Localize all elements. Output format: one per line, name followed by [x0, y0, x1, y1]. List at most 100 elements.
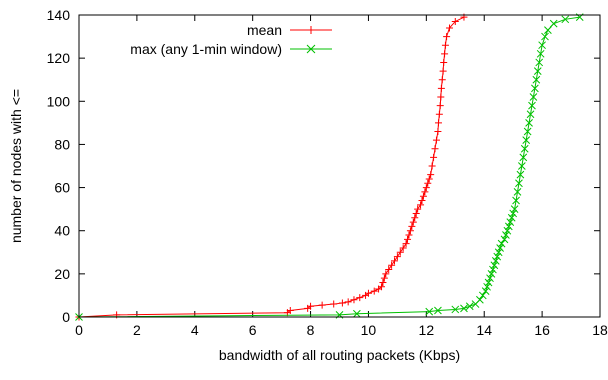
data-point-marker	[440, 58, 448, 66]
series-mean	[75, 13, 468, 321]
data-point-marker	[503, 226, 512, 235]
y-tick-label: 80	[54, 136, 70, 152]
legend-label: mean	[247, 22, 282, 38]
data-point-marker	[541, 32, 549, 41]
data-point-marker	[431, 145, 439, 153]
data-point-marker	[356, 294, 364, 302]
data-point-marker	[439, 67, 447, 75]
data-point-marker	[430, 153, 438, 161]
data-point-marker	[364, 289, 372, 297]
data-point-marker	[422, 184, 430, 192]
data-point-marker	[496, 244, 504, 252]
data-point-marker	[382, 270, 390, 278]
y-tick-label: 20	[54, 266, 70, 282]
y-tick-label: 140	[47, 7, 71, 23]
data-point-marker	[476, 295, 484, 304]
data-point-marker	[435, 110, 443, 118]
x-tick-label: 0	[75, 322, 83, 338]
data-point-marker	[487, 270, 496, 278]
data-point-marker	[307, 302, 315, 310]
data-point-marker	[535, 58, 544, 67]
data-point-marker	[390, 257, 398, 265]
data-point-marker	[493, 252, 502, 261]
x-tick-label: 6	[249, 322, 257, 338]
data-point-marker	[510, 205, 519, 213]
data-point-marker	[425, 175, 433, 183]
data-point-marker	[344, 298, 352, 306]
series-line	[78, 16, 465, 318]
data-point-marker	[409, 218, 417, 226]
x-axis-label: bandwidth of all routing packets (Kbps)	[219, 347, 460, 363]
data-point-marker	[436, 102, 444, 110]
data-point-marker	[506, 218, 515, 226]
data-point-marker	[385, 266, 393, 274]
data-point-marker	[513, 188, 522, 196]
x-tick-label: 4	[191, 322, 199, 338]
data-point-marker	[502, 231, 510, 239]
data-point-marker	[451, 17, 459, 25]
data-point-marker	[405, 231, 413, 239]
data-point-marker	[478, 291, 487, 300]
data-point-marker	[432, 136, 440, 144]
y-tick-label: 120	[47, 50, 71, 66]
data-point-marker	[516, 170, 525, 179]
data-point-marker	[411, 214, 419, 222]
data-point-marker	[544, 26, 552, 34]
x-tick-label: 2	[133, 322, 141, 338]
data-point-marker	[388, 261, 396, 269]
data-point-marker	[330, 300, 338, 308]
data-point-marker	[286, 307, 294, 315]
data-point-marker	[353, 309, 361, 318]
data-point-marker	[441, 41, 449, 49]
data-point-marker	[350, 296, 358, 304]
data-point-marker	[490, 261, 499, 270]
series-layer	[75, 13, 584, 321]
data-point-marker	[307, 26, 315, 34]
data-point-marker	[399, 244, 407, 252]
data-point-marker	[538, 41, 546, 50]
data-point-marker	[437, 84, 445, 92]
data-point-marker	[494, 248, 503, 257]
data-point-marker	[437, 93, 445, 101]
x-tick-label: 14	[476, 322, 492, 338]
data-point-marker	[370, 287, 378, 295]
data-point-marker	[412, 209, 420, 217]
data-point-marker	[515, 179, 523, 188]
data-point-marker	[525, 119, 533, 127]
legend-label: max (any 1-min window)	[130, 41, 282, 57]
data-point-marker	[434, 127, 442, 135]
data-point-marker	[497, 239, 506, 248]
data-point-marker	[517, 162, 526, 170]
data-point-marker	[428, 162, 436, 170]
data-point-marker	[396, 248, 404, 256]
data-point-marker	[425, 307, 434, 316]
data-point-marker	[417, 201, 425, 209]
data-point-marker	[486, 274, 494, 283]
data-point-marker	[379, 278, 387, 286]
data-point-marker	[509, 209, 518, 218]
data-point-marker	[418, 197, 426, 205]
data-point-marker	[523, 127, 532, 136]
data-point-marker	[441, 50, 449, 58]
data-point-marker	[393, 253, 401, 261]
y-tick-label: 40	[54, 223, 70, 239]
data-point-marker	[532, 75, 541, 84]
y-axis-label: number of nodes with <=	[8, 89, 24, 243]
data-point-marker	[491, 257, 500, 265]
data-point-marker	[434, 119, 442, 127]
data-point-marker	[531, 84, 539, 93]
data-point-marker	[528, 101, 536, 110]
data-point-marker	[380, 274, 388, 282]
data-point-marker	[318, 301, 326, 309]
data-point-marker	[338, 299, 346, 307]
data-point-marker	[549, 19, 558, 28]
data-point-marker	[512, 196, 520, 205]
data-point-marker	[489, 265, 497, 274]
data-point-marker	[451, 305, 460, 314]
axis-ticks: 0 2 4 6 8 10 12 14 16 18 0 20 40 60 80 100 120 140	[47, 7, 608, 338]
data-point-marker	[529, 93, 538, 101]
data-point-marker	[421, 188, 429, 196]
y-tick-label: 60	[54, 180, 70, 196]
